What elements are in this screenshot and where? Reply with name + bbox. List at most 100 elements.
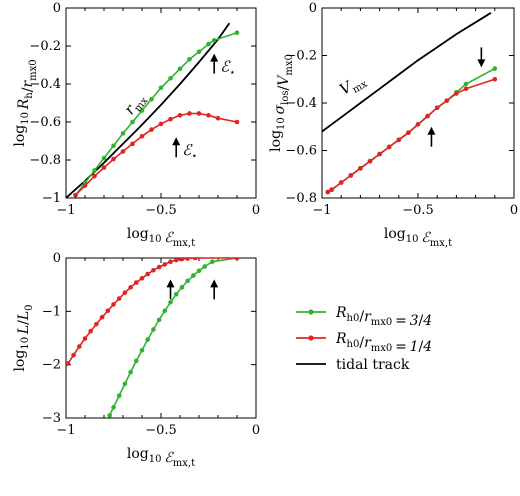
data-point-red	[151, 267, 156, 273]
x-tick-label: −1	[312, 203, 331, 218]
x-axis-label: log10 ℰmx,t	[127, 446, 195, 469]
data-point-green	[156, 317, 162, 323]
x-tick-label: 0	[252, 203, 260, 218]
data-point-green	[173, 291, 179, 297]
arrow-head	[427, 126, 436, 135]
data-point-red	[425, 113, 430, 119]
series-line-green	[108, 258, 238, 416]
x-tick-label: −1	[56, 423, 75, 438]
y-tick-label: −0.6	[285, 144, 317, 159]
data-point-red	[492, 76, 498, 82]
arrow-head	[210, 279, 219, 288]
data-point-green	[107, 413, 112, 418]
data-point-green	[122, 381, 128, 387]
y-tick-label: −0.8	[29, 153, 61, 168]
data-point-red	[82, 336, 88, 341]
data-point-green	[145, 337, 150, 342]
data-point-red	[396, 137, 402, 143]
data-point-red	[66, 361, 71, 366]
data-point-red	[367, 158, 373, 164]
y-tick-label: −0.4	[29, 77, 61, 92]
data-point-red	[406, 130, 411, 135]
legend-marker	[308, 309, 314, 315]
curve-label-vmx: Vmx	[336, 70, 369, 101]
data-point-red	[192, 258, 198, 261]
data-point-red	[139, 133, 145, 139]
data-point-red	[173, 258, 179, 263]
data-point-red	[206, 113, 211, 118]
data-point-red	[128, 285, 133, 290]
data-point-red	[122, 290, 128, 295]
series-line-tidal-track	[66, 22, 231, 198]
data-point-green	[211, 38, 217, 43]
data-point-red	[454, 91, 459, 96]
data-point-red	[177, 113, 183, 118]
data-point-green	[130, 119, 135, 125]
series-line-tidal-track	[322, 12, 492, 133]
data-point-green	[234, 30, 240, 35]
data-point-red	[168, 116, 173, 122]
data-point-green	[101, 155, 107, 161]
x-tick-label: −0.5	[145, 203, 177, 218]
data-point-green	[206, 41, 211, 47]
x-tick-label: −0.5	[145, 423, 177, 438]
data-point-red	[415, 122, 421, 127]
series-group	[66, 22, 240, 198]
data-point-red	[120, 149, 126, 154]
data-point-red	[463, 86, 469, 92]
data-point-red	[386, 144, 392, 150]
data-point-red	[234, 258, 240, 261]
data-point-red	[73, 192, 78, 198]
data-point-red	[134, 280, 139, 285]
data-point-red	[158, 121, 164, 127]
plot-frame	[321, 7, 515, 199]
arrow-head	[477, 59, 486, 68]
data-point-red	[139, 275, 145, 281]
curve-label-rmx: rmx	[120, 89, 150, 120]
y-tick-label: 0	[53, 251, 61, 266]
data-point-red	[358, 166, 363, 171]
data-point-red	[99, 314, 105, 320]
legend-label: Rh0/rmx0 = 1/4	[335, 331, 432, 355]
y-axis-label: log10 Rh/rmx0	[12, 59, 39, 146]
y-tick-label: −2	[42, 358, 61, 373]
data-point-red	[215, 115, 221, 121]
data-point-red	[111, 302, 116, 307]
data-point-red	[185, 258, 190, 261]
data-point-red	[105, 308, 111, 314]
data-point-red	[444, 98, 450, 103]
series-group	[322, 12, 498, 195]
data-point-green	[92, 168, 97, 173]
data-point-green	[191, 273, 196, 278]
arrow-head	[166, 279, 175, 288]
legend-label: tidal track	[336, 357, 410, 373]
data-point-green	[111, 143, 116, 149]
data-point-green	[120, 131, 126, 136]
data-point-green	[196, 49, 202, 54]
data-point-green	[168, 76, 173, 81]
data-point-green	[187, 57, 192, 62]
data-point-red	[434, 105, 440, 111]
data-point-green	[179, 285, 185, 290]
y-tick-label: −1	[42, 191, 61, 206]
data-point-green	[463, 81, 469, 87]
y-tick-label: −1	[42, 304, 61, 319]
y-tick-label: 0	[309, 1, 317, 16]
y-tick-label: 0	[53, 1, 61, 16]
data-point-green	[185, 278, 190, 284]
series-line-red	[74, 112, 238, 196]
arrow-head	[210, 53, 219, 62]
data-point-red	[71, 352, 76, 358]
x-tick-label: 0	[252, 423, 260, 438]
data-point-red	[116, 296, 122, 301]
data-point-red	[377, 151, 382, 157]
panel-dispersion: −1 −0.5 0 −0.8 −0.6 −0.4 −0.2 0 log10 ℰmx,t log10…	[268, 1, 518, 249]
legend-label: Rh0/rmx0 = 3/4	[335, 305, 432, 329]
data-point-red	[156, 264, 162, 270]
data-point-red	[145, 271, 150, 277]
series-line-red	[67, 258, 237, 365]
y-tick-label: −3	[42, 411, 61, 426]
arrow-head	[172, 137, 181, 146]
data-point-green	[158, 85, 164, 91]
